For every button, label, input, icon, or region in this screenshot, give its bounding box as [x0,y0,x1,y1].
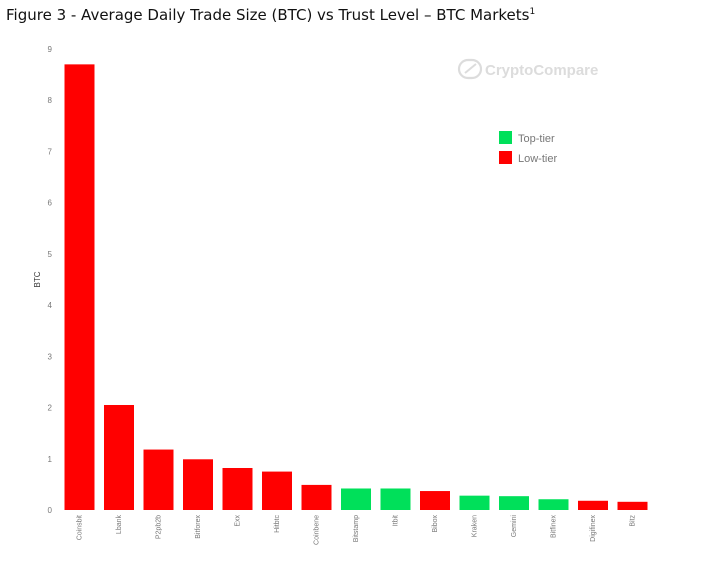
x-tick-label-hitbtc: Hitbtc [274,515,281,533]
legend: Top-tier Low-tier [499,131,557,165]
y-axis-title: BTC [33,271,42,287]
bar-bitstamp [341,488,371,510]
bar-lbank [104,404,134,510]
cryptocompare-watermark: CryptoCompare [457,58,598,80]
bar-bibox [420,491,450,510]
bar-coinbene [301,484,332,510]
bars [64,64,648,510]
x-tick-label-digifinex: Digifinex [590,515,597,542]
bar-itbit [380,488,411,510]
y-tick-label: 2 [48,404,53,413]
bar-bitz [617,501,648,510]
x-tick-label-bibox: Bibox [432,515,439,533]
bar-kraken [459,495,490,510]
bar-coinsbit [64,64,95,510]
bar-digifinex [578,500,608,510]
cryptocompare-logo-icon [457,58,483,80]
x-tick-label-itbit: Itbit [393,515,400,526]
figure-title: Figure 3 - Average Daily Trade Size (BTC… [6,6,535,24]
bar-bitfinex [538,499,569,510]
y-tick-label: 3 [48,352,53,361]
legend-top-tier-swatch [499,131,512,144]
y-tick-label: 9 [48,45,53,54]
bar-hitbtc [262,471,292,510]
bar-gemini [499,496,529,510]
legend-top-tier-label: Top-tier [518,133,555,145]
x-tick-label-bitfinex: Bitfinex [551,515,558,538]
x-tick-label-bitforex: Bitforex [195,515,202,539]
y-tick-label: 1 [48,455,53,464]
x-tick-label-p2pb2b: P2pb2b [156,515,163,539]
figure-title-text: Figure 3 - Average Daily Trade Size (BTC… [6,6,530,24]
y-tick-label: 0 [48,506,53,515]
x-tick-label-bitstamp: Bitstamp [353,515,360,542]
y-tick-label: 7 [48,147,53,156]
y-tick-label: 5 [48,250,53,259]
x-tick-label-exx: Exx [235,515,242,527]
x-tick-label-coinbene: Coinbene [314,515,321,545]
x-tick-label-coinsbit: Coinsbit [77,515,84,540]
y-tick-label: 8 [48,96,53,105]
y-tick-label: 4 [48,301,53,310]
figure-footnote-marker: 1 [529,7,536,17]
bar-bitforex [183,459,213,510]
bar-exx [222,467,253,510]
watermark-brand-text: CryptoCompare [485,62,598,79]
legend-low-tier-label: Low-tier [518,153,557,165]
y-axis: 0 1 2 3 4 5 6 7 8 9 [48,45,53,515]
x-tick-label-gemini: Gemini [511,515,518,538]
y-tick-label: 6 [48,199,53,208]
x-tick-label-bitz: Bitz [630,515,637,527]
bar-p2pb2b [143,449,174,510]
legend-low-tier-swatch [499,151,512,164]
x-axis-labels: Coinsbit Lbank P2pb2b Bitforex Exx Hitbtc Coin… [77,515,637,545]
x-tick-label-kraken: Kraken [472,515,479,537]
x-tick-label-lbank: Lbank [116,515,123,535]
